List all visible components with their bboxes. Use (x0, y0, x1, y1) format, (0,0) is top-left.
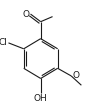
Text: O: O (23, 10, 30, 19)
Text: Cl: Cl (0, 38, 8, 47)
Text: OH: OH (34, 94, 48, 101)
Text: O: O (72, 71, 79, 80)
